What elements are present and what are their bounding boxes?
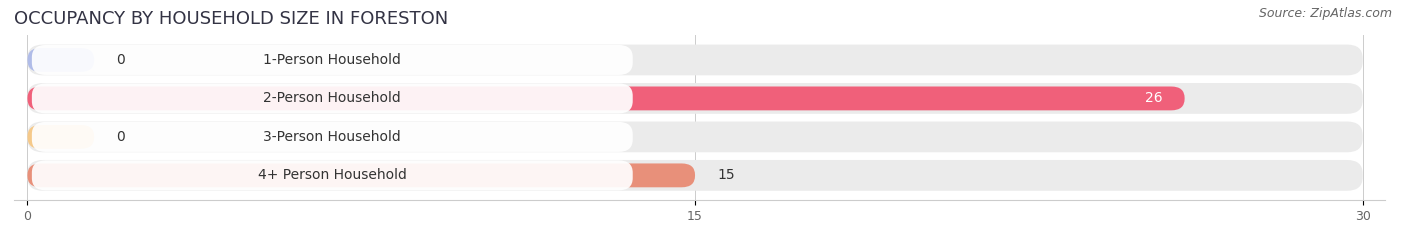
FancyBboxPatch shape	[27, 160, 1362, 191]
FancyBboxPatch shape	[27, 125, 94, 149]
FancyBboxPatch shape	[32, 83, 633, 113]
FancyBboxPatch shape	[32, 122, 633, 152]
Text: Source: ZipAtlas.com: Source: ZipAtlas.com	[1258, 7, 1392, 20]
FancyBboxPatch shape	[27, 163, 695, 187]
FancyBboxPatch shape	[32, 160, 633, 190]
Text: 26: 26	[1144, 91, 1163, 105]
FancyBboxPatch shape	[27, 86, 1185, 110]
FancyBboxPatch shape	[32, 45, 633, 75]
FancyBboxPatch shape	[27, 122, 1362, 152]
FancyBboxPatch shape	[27, 83, 1362, 114]
Text: 15: 15	[717, 168, 735, 182]
FancyBboxPatch shape	[27, 48, 94, 72]
Text: 0: 0	[117, 130, 125, 144]
Text: 4+ Person Household: 4+ Person Household	[257, 168, 406, 182]
Text: 3-Person Household: 3-Person Household	[263, 130, 401, 144]
FancyBboxPatch shape	[27, 45, 1362, 75]
Text: OCCUPANCY BY HOUSEHOLD SIZE IN FORESTON: OCCUPANCY BY HOUSEHOLD SIZE IN FORESTON	[14, 10, 449, 28]
Text: 0: 0	[117, 53, 125, 67]
Text: 1-Person Household: 1-Person Household	[263, 53, 401, 67]
Text: 2-Person Household: 2-Person Household	[263, 91, 401, 105]
